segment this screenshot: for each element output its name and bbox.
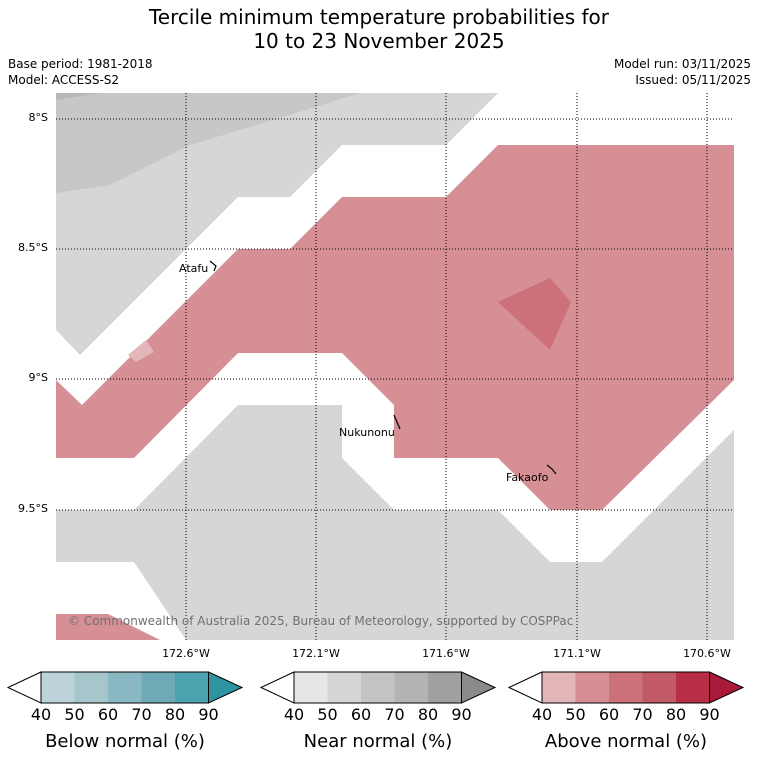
colorbar-below-tick: 50 (64, 705, 85, 724)
colorbar-near-tick: 40 (283, 705, 305, 724)
map-area (56, 93, 734, 640)
colorbar-near-swatch (361, 672, 395, 703)
near-normal-region-nw-darker (56, 93, 360, 193)
colorbar-below-low-extend (6, 671, 42, 704)
light-patch (128, 340, 154, 362)
lon-label-170-6w: 170.6°W (683, 647, 731, 660)
place-label-atafu: Atafu (179, 262, 209, 275)
copyright-notice: © Commonwealth of Australia 2025, Bureau… (68, 614, 574, 628)
colorbar-above-tick: 90 (699, 705, 720, 724)
colorbar-above-swatch (542, 672, 576, 703)
colorbar-below-tick: 90 (198, 705, 219, 724)
colorbar-below-swatch (108, 672, 142, 703)
lon-label-171-6w: 171.6°W (422, 647, 470, 660)
map-title: Tercile minimum temperature probabilitie… (0, 5, 758, 53)
lon-label-172-1w: 172.1°W (292, 647, 340, 660)
base-period: Base period: 1981-2018 (8, 57, 153, 71)
colorbar-near-swatch (294, 672, 328, 703)
meta-right: Model run: 03/11/2025 Issued: 05/11/2025 (614, 56, 751, 88)
lat-label-9-5s: 9.5°S (18, 502, 48, 515)
colorbar-near-normal (259, 671, 497, 704)
lat-label-8s: 8°S (28, 111, 48, 124)
colorbar-above-swatch (676, 672, 710, 703)
nukunonu-island (393, 414, 401, 430)
title-line-2: 10 to 23 November 2025 (253, 29, 505, 53)
model-run: Model run: 03/11/2025 (613, 57, 751, 71)
atafu-island (209, 260, 217, 272)
above-normal-region (56, 145, 734, 510)
near-normal-region-nw-dark (56, 93, 100, 100)
colorbar-near-high-extend (461, 671, 497, 704)
lat-label-8-5s: 8.5°S (18, 241, 48, 254)
above-normal-region-sw (56, 614, 160, 640)
colorbar-above-tick: 50 (565, 705, 586, 724)
place-label-nukunonu: Nukunonu (339, 426, 395, 439)
colorbar-below-tick: 40 (30, 705, 52, 724)
colorbar-above-normal (507, 671, 745, 704)
colorbar-above-tick: 40 (531, 705, 553, 724)
colorbar-below-swatch (41, 672, 75, 703)
near-normal-region-south (56, 405, 734, 640)
meta-left: Base period: 1981-2018 Model: ACCESS-S2 (8, 56, 153, 88)
colorbar-near-low-extend (259, 671, 295, 704)
fakaofo-island (546, 464, 557, 475)
colorbar-below-tick: 60 (97, 705, 119, 724)
colorbar-below-tick: 70 (131, 705, 152, 724)
colorbar-above-high-extend (709, 671, 745, 704)
colorbar-near-swatch (428, 672, 462, 703)
above-normal-region-hotspot (498, 278, 571, 350)
colorbar-below-label: Below normal (%) (45, 731, 205, 752)
colorbar-near-frame (293, 671, 462, 704)
colorbar-below-swatch (74, 672, 108, 703)
colorbar-near-swatch (394, 672, 428, 703)
model-name: Model: ACCESS-S2 (8, 73, 120, 87)
colorbar-below-normal (6, 671, 244, 704)
colorbar-above-swatch (575, 672, 609, 703)
colorbar-above-low-extend (507, 671, 543, 704)
colorbar-above-tick: 70 (632, 705, 653, 724)
lon-label-171-1w: 171.1°W (553, 647, 601, 660)
colorbar-above-tick: 60 (598, 705, 620, 724)
colorbar-near-swatch (327, 672, 361, 703)
near-normal-region-nw (56, 93, 498, 355)
colorbar-below-swatch (175, 672, 209, 703)
lat-label-9s: 9°S (28, 371, 48, 384)
colorbar-above-label: Above normal (%) (544, 731, 708, 752)
colorbar-near-tick: 80 (417, 705, 439, 724)
graticule (56, 93, 734, 640)
issued-date: Issued: 05/11/2025 (635, 73, 751, 87)
colorbar-near-tick: 60 (350, 705, 372, 724)
colorbar-above-frame (541, 671, 710, 704)
colorbar-near-tick: 70 (384, 705, 405, 724)
colorbar-near-label: Near normal (%) (303, 731, 453, 752)
title-line-1: Tercile minimum temperature probabilitie… (148, 5, 610, 29)
colorbar-below-tick: 80 (164, 705, 186, 724)
colorbar-below-high-extend (208, 671, 244, 704)
place-label-fakaofo: Fakaofo (506, 471, 549, 484)
colorbar-above-swatch (609, 672, 643, 703)
colorbar-above-tick: 80 (665, 705, 687, 724)
colorbar-above-swatch (642, 672, 676, 703)
colorbar-near-tick: 90 (451, 705, 472, 724)
colorbar-below-swatch (141, 672, 175, 703)
colorbar-near-tick: 50 (317, 705, 338, 724)
lon-label-172-6w: 172.6°W (162, 647, 210, 660)
colorbar-below-frame (40, 671, 209, 704)
